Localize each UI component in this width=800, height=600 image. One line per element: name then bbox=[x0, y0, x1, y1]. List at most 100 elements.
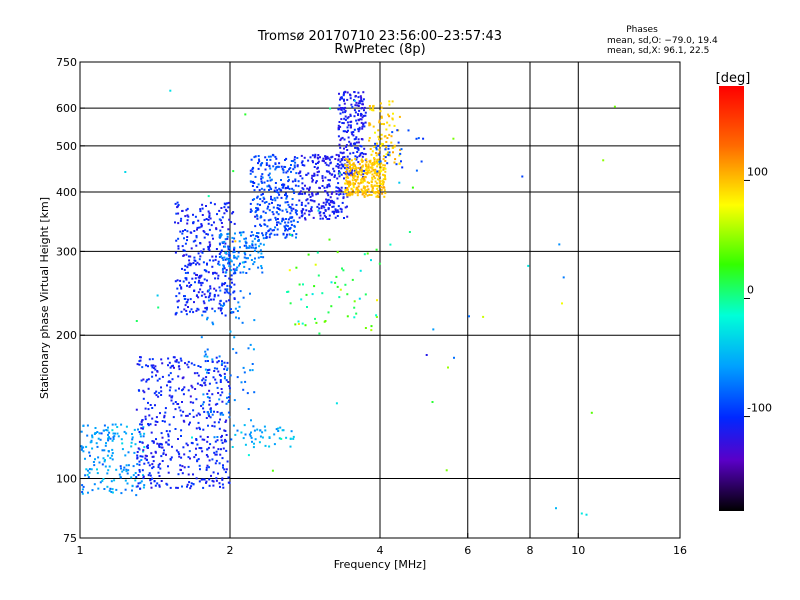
data-point bbox=[243, 424, 246, 427]
data-point bbox=[347, 192, 350, 195]
data-point bbox=[328, 214, 331, 217]
data-point bbox=[521, 175, 524, 178]
data-point bbox=[167, 357, 170, 360]
data-point bbox=[240, 381, 243, 384]
data-point bbox=[253, 189, 256, 192]
data-point bbox=[218, 398, 221, 401]
data-point bbox=[354, 146, 357, 149]
data-point bbox=[368, 137, 371, 139]
data-point bbox=[231, 212, 234, 215]
data-point bbox=[158, 446, 161, 448]
data-point bbox=[209, 443, 212, 446]
data-point bbox=[309, 196, 312, 198]
data-point bbox=[259, 429, 262, 432]
data-point bbox=[361, 125, 364, 128]
data-point bbox=[289, 216, 292, 219]
data-point bbox=[197, 421, 200, 424]
data-point bbox=[249, 234, 252, 237]
data-point bbox=[317, 209, 320, 212]
data-point bbox=[369, 166, 372, 169]
data-point bbox=[122, 468, 125, 471]
data-point bbox=[249, 292, 251, 295]
data-point bbox=[190, 262, 193, 265]
data-point bbox=[357, 105, 360, 107]
data-point bbox=[337, 182, 340, 185]
data-point bbox=[294, 161, 297, 164]
data-point bbox=[368, 122, 371, 125]
data-point bbox=[274, 226, 277, 229]
data-point bbox=[195, 438, 198, 440]
data-points bbox=[80, 89, 616, 516]
data-point bbox=[376, 161, 379, 164]
data-point bbox=[96, 445, 99, 448]
data-point bbox=[260, 216, 263, 218]
data-point bbox=[243, 237, 246, 240]
data-point bbox=[202, 486, 205, 489]
data-point bbox=[206, 455, 209, 458]
data-point bbox=[375, 191, 378, 194]
data-point bbox=[213, 436, 216, 439]
data-point bbox=[354, 104, 357, 107]
data-point bbox=[145, 380, 148, 383]
data-point bbox=[331, 155, 334, 158]
data-point bbox=[84, 457, 86, 460]
data-point bbox=[179, 464, 182, 467]
data-point bbox=[111, 439, 114, 442]
data-point bbox=[296, 165, 299, 168]
data-point bbox=[226, 367, 229, 370]
data-point bbox=[268, 209, 271, 212]
data-point bbox=[352, 186, 355, 189]
data-point bbox=[393, 161, 396, 164]
data-point bbox=[113, 479, 116, 482]
data-point bbox=[198, 258, 201, 261]
data-point bbox=[303, 212, 306, 215]
data-point bbox=[329, 107, 332, 110]
data-point bbox=[358, 172, 361, 175]
data-point bbox=[290, 170, 292, 173]
data-point bbox=[181, 465, 184, 468]
data-point bbox=[249, 254, 252, 257]
data-point bbox=[348, 161, 351, 164]
data-point bbox=[336, 215, 339, 217]
data-point bbox=[358, 128, 361, 131]
data-point bbox=[205, 480, 208, 483]
data-point bbox=[387, 153, 390, 156]
data-point bbox=[339, 288, 342, 291]
data-point bbox=[350, 173, 353, 176]
data-point bbox=[181, 245, 184, 248]
data-point bbox=[185, 414, 188, 417]
data-point bbox=[327, 194, 330, 197]
data-point bbox=[299, 171, 301, 174]
data-point bbox=[189, 395, 192, 398]
data-point bbox=[233, 254, 236, 257]
data-point bbox=[175, 359, 178, 361]
data-point bbox=[226, 284, 229, 287]
data-point bbox=[91, 447, 94, 450]
data-point bbox=[377, 185, 380, 188]
data-point bbox=[261, 173, 264, 176]
data-point bbox=[334, 208, 337, 211]
data-point bbox=[319, 156, 321, 159]
data-point bbox=[269, 167, 272, 170]
data-point bbox=[207, 218, 210, 221]
data-point bbox=[328, 158, 331, 161]
data-point bbox=[334, 281, 337, 284]
data-point bbox=[320, 207, 323, 210]
data-point bbox=[86, 473, 89, 476]
data-point bbox=[262, 237, 265, 240]
x-tick-label: 8 bbox=[527, 544, 534, 557]
data-point bbox=[367, 188, 370, 191]
data-point bbox=[387, 113, 390, 116]
data-point bbox=[366, 173, 369, 176]
data-point bbox=[316, 192, 319, 195]
legend-title: Phases bbox=[626, 25, 658, 35]
chart-title: Tromsø 20170710 23:56:00–23:57:43 bbox=[257, 29, 502, 44]
data-point bbox=[92, 461, 95, 463]
data-point bbox=[142, 475, 145, 478]
data-point bbox=[344, 163, 347, 166]
data-point bbox=[244, 380, 247, 383]
data-point bbox=[388, 115, 391, 118]
data-point bbox=[194, 277, 197, 280]
x-tick-label: 4 bbox=[377, 544, 384, 557]
data-point bbox=[151, 371, 154, 374]
